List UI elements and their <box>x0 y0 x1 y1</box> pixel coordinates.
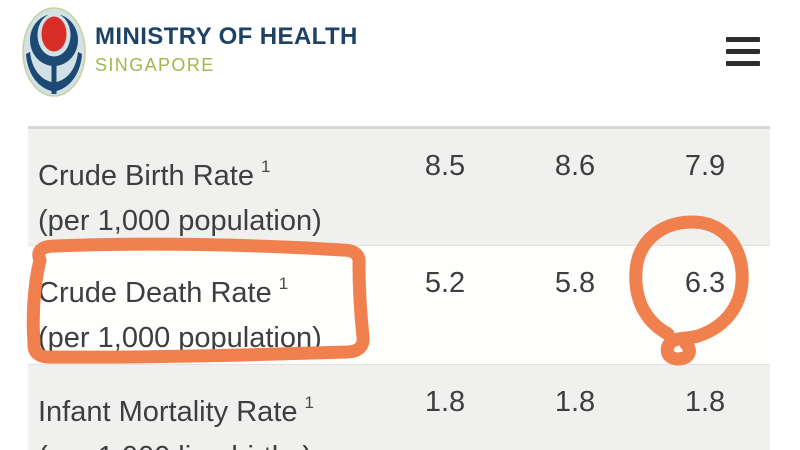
table-row-crude-death-rate: Crude Death Rate 1 (per 1,000 population)… <box>28 245 770 364</box>
hamburger-bar <box>726 37 760 42</box>
value-cell: 1.8 <box>424 386 466 418</box>
value-cell: 7.9 <box>684 150 726 182</box>
row-label-text: Crude Death Rate <box>38 277 272 309</box>
value-cell: 8.6 <box>554 150 596 182</box>
hamburger-bar <box>726 61 760 66</box>
footnote-marker: 1 <box>304 393 314 412</box>
site-header: MINISTRY OF HEALTH SINGAPORE <box>0 0 800 112</box>
value-cell: 8.5 <box>424 150 466 182</box>
row-unit: (per 1,000 population) <box>38 205 322 237</box>
value-cell: 5.8 <box>554 267 596 299</box>
value-cell: 1.8 <box>554 386 596 418</box>
row-unit: (per 1,000 population) <box>38 322 322 354</box>
value-cell: 1.8 <box>684 386 726 418</box>
row-label: Crude Death Rate 1 (per 1,000 population) <box>28 246 380 364</box>
footnote-marker: 1 <box>278 274 289 293</box>
row-unit: (per 1,000 live-births) <box>38 435 380 450</box>
org-country: SINGAPORE <box>95 55 215 75</box>
table-row-infant-mortality-rate: Infant Mortality Rate 1 (per 1,000 live-b… <box>28 364 770 450</box>
moh-flower-logo-icon[interactable] <box>22 7 86 97</box>
row-label: Infant Mortality Rate 1 (per 1,000 live-b… <box>28 365 380 450</box>
row-label-text: Crude Birth Rate <box>38 160 254 192</box>
row-label: Crude Birth Rate 1 (per 1,000 population) <box>28 129 380 245</box>
value-cell-circled: 6.3 <box>684 267 726 299</box>
footnote-marker: 1 <box>261 157 271 176</box>
value-cell: 5.2 <box>424 267 466 299</box>
brand-text: MINISTRY OF HEALTH SINGAPORE <box>95 23 358 76</box>
org-name: MINISTRY OF HEALTH <box>95 23 358 50</box>
row-label-text: Infant Mortality Rate <box>38 396 298 428</box>
vital-statistics-table: Crude Birth Rate 1 (per 1,000 population)… <box>28 126 770 450</box>
table-row-crude-birth-rate: Crude Birth Rate 1 (per 1,000 population)… <box>28 129 770 245</box>
hamburger-bar <box>726 49 760 54</box>
hamburger-menu-icon[interactable] <box>726 37 760 66</box>
